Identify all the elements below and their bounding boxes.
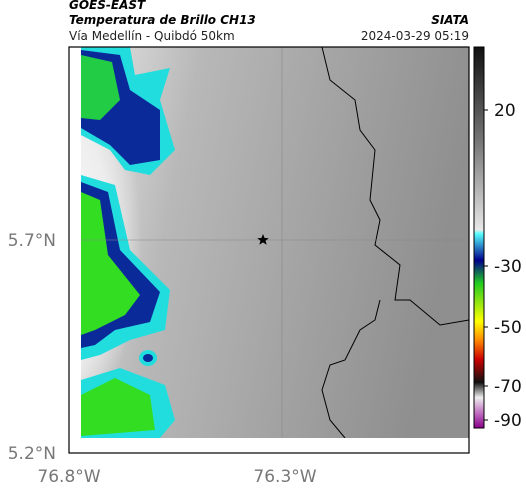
station-marker [257,234,269,245]
colorbar-tick-label: -70 [494,377,522,397]
colorbar-tick-label: -50 [494,318,522,338]
source: GOES-EAST [69,0,146,12]
lon-label: 76.8°W [37,467,100,487]
colorbar [473,46,485,429]
colorbar-ticks [484,109,488,421]
lon-label: 76.3°W [253,467,316,487]
timestamp: 2024-03-29 05:19 [361,29,469,43]
colorbar-tick-label: -30 [494,257,522,277]
colorbar-tick-label: 20 [494,101,516,121]
satellite-image [81,47,469,438]
map-frame [68,46,470,454]
colorbar-tick-label: -90 [494,411,522,431]
org: SIATA [431,13,469,27]
route: Vía Medellín - Quibdó 50km [69,29,235,43]
lat-label: 5.7°N [8,231,56,251]
lat-label: 5.2°N [8,444,56,464]
title: Temperatura de Brillo CH13 [69,13,256,27]
